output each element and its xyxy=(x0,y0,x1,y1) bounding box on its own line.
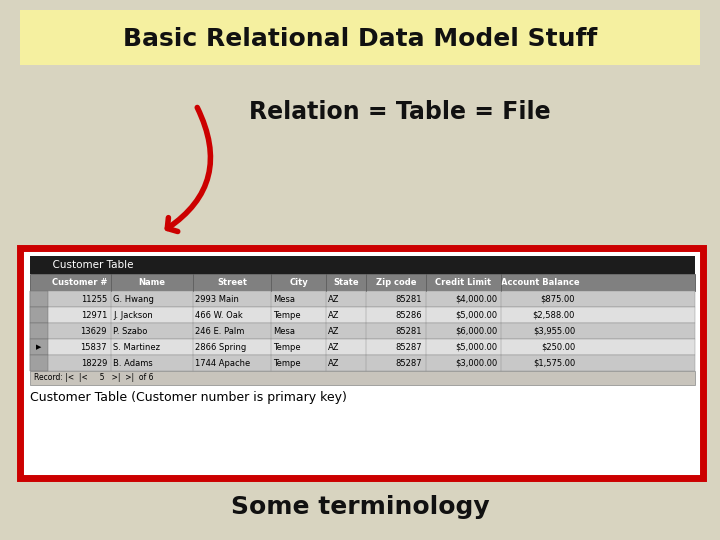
Text: Name: Name xyxy=(138,278,166,287)
FancyBboxPatch shape xyxy=(30,339,695,355)
FancyBboxPatch shape xyxy=(20,10,700,65)
Text: AZ: AZ xyxy=(328,342,340,352)
Text: AZ: AZ xyxy=(328,359,340,368)
Text: Zip code: Zip code xyxy=(376,278,416,287)
Text: P. Szabo: P. Szabo xyxy=(113,327,148,335)
Text: 2866 Spring: 2866 Spring xyxy=(195,342,246,352)
Text: Tempe: Tempe xyxy=(273,310,301,320)
Text: $875.00: $875.00 xyxy=(541,294,575,303)
FancyBboxPatch shape xyxy=(30,307,695,323)
Text: Record: |<  |<     5   >|  >|  of 6: Record: |< |< 5 >| >| of 6 xyxy=(34,374,153,382)
Text: 85281: 85281 xyxy=(395,294,422,303)
Text: $250.00: $250.00 xyxy=(541,342,575,352)
Text: 11255: 11255 xyxy=(81,294,107,303)
Text: Tempe: Tempe xyxy=(273,342,301,352)
Text: 466 W. Oak: 466 W. Oak xyxy=(195,310,243,320)
Text: Mesa: Mesa xyxy=(273,327,295,335)
Text: Tempe: Tempe xyxy=(273,359,301,368)
Text: G. Hwang: G. Hwang xyxy=(113,294,154,303)
Text: $3,000.00: $3,000.00 xyxy=(455,359,497,368)
Text: J. Jackson: J. Jackson xyxy=(113,310,153,320)
Text: AZ: AZ xyxy=(328,294,340,303)
Text: 85287: 85287 xyxy=(395,359,422,368)
FancyBboxPatch shape xyxy=(30,323,48,339)
Text: AZ: AZ xyxy=(328,310,340,320)
Text: 18229: 18229 xyxy=(81,359,107,368)
Text: 85287: 85287 xyxy=(395,342,422,352)
Text: 85281: 85281 xyxy=(395,327,422,335)
FancyBboxPatch shape xyxy=(30,256,695,274)
Text: City: City xyxy=(289,278,308,287)
Text: 246 E. Palm: 246 E. Palm xyxy=(195,327,244,335)
Text: $6,000.00: $6,000.00 xyxy=(455,327,497,335)
Text: 1744 Apache: 1744 Apache xyxy=(195,359,251,368)
FancyBboxPatch shape xyxy=(30,307,48,323)
Text: Relation = Table = File: Relation = Table = File xyxy=(249,100,551,124)
Text: Mesa: Mesa xyxy=(273,294,295,303)
Text: $5,000.00: $5,000.00 xyxy=(455,342,497,352)
Text: $3,955.00: $3,955.00 xyxy=(533,327,575,335)
FancyBboxPatch shape xyxy=(30,291,48,307)
Text: Credit Limit: Credit Limit xyxy=(436,278,492,287)
Text: 13629: 13629 xyxy=(81,327,107,335)
FancyBboxPatch shape xyxy=(30,274,695,291)
FancyBboxPatch shape xyxy=(30,323,695,339)
Text: Street: Street xyxy=(217,278,247,287)
Text: Customer Table (Customer number is primary key): Customer Table (Customer number is prima… xyxy=(30,391,347,404)
Text: Customer Table: Customer Table xyxy=(46,260,133,270)
FancyBboxPatch shape xyxy=(30,371,695,385)
Text: $1,575.00: $1,575.00 xyxy=(533,359,575,368)
Text: ▶: ▶ xyxy=(36,344,42,350)
Text: State: State xyxy=(333,278,359,287)
Text: 85286: 85286 xyxy=(395,310,422,320)
Text: AZ: AZ xyxy=(328,327,340,335)
Text: B. Adams: B. Adams xyxy=(113,359,153,368)
Text: Account Balance: Account Balance xyxy=(500,278,580,287)
FancyBboxPatch shape xyxy=(30,355,695,371)
Text: Customer #: Customer # xyxy=(52,278,107,287)
Text: Some terminology: Some terminology xyxy=(230,495,490,519)
Text: S. Martinez: S. Martinez xyxy=(113,342,160,352)
FancyBboxPatch shape xyxy=(20,248,703,478)
Text: $5,000.00: $5,000.00 xyxy=(455,310,497,320)
Text: 15837: 15837 xyxy=(81,342,107,352)
FancyBboxPatch shape xyxy=(30,291,695,307)
Text: 12971: 12971 xyxy=(81,310,107,320)
Text: Basic Relational Data Model Stuff: Basic Relational Data Model Stuff xyxy=(123,27,597,51)
FancyBboxPatch shape xyxy=(30,339,48,355)
FancyBboxPatch shape xyxy=(30,355,48,371)
Text: $4,000.00: $4,000.00 xyxy=(455,294,497,303)
Text: 2993 Main: 2993 Main xyxy=(195,294,239,303)
Text: $2,588.00: $2,588.00 xyxy=(533,310,575,320)
